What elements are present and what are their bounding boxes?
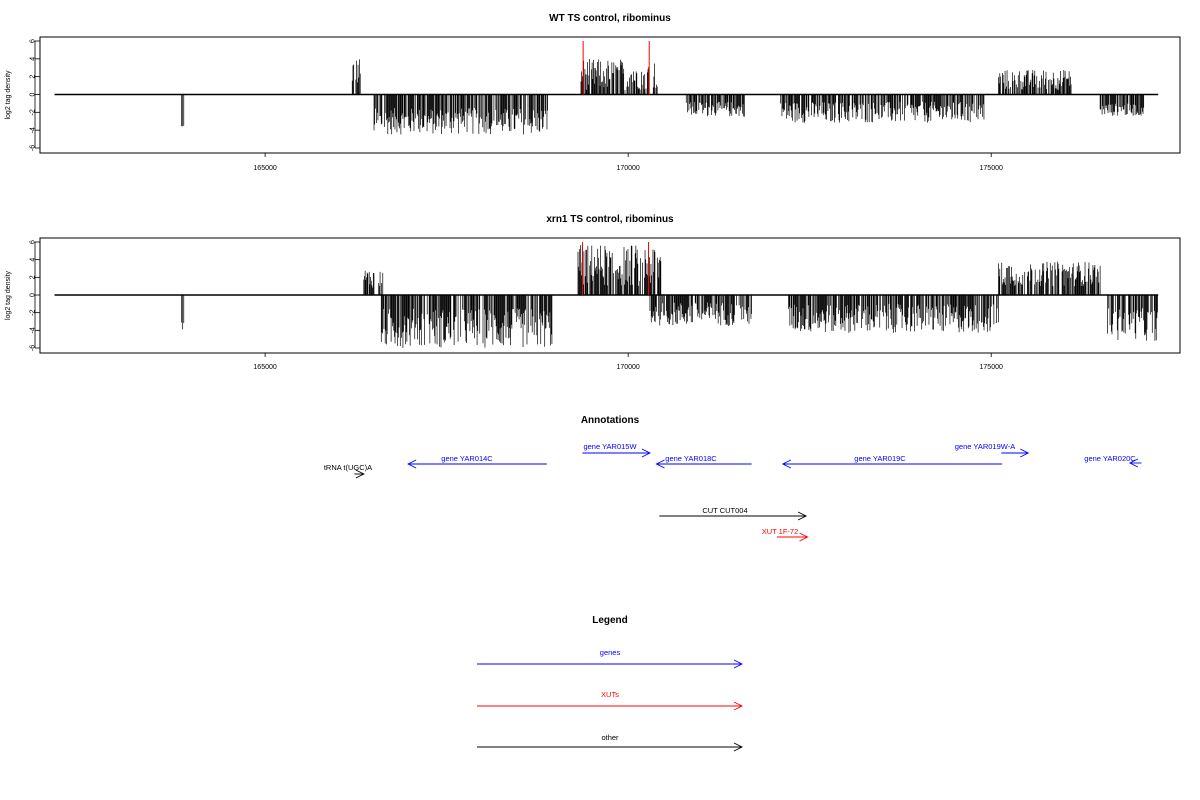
y-tick-label: 6 xyxy=(30,39,37,43)
feature-arrow-head xyxy=(355,469,365,479)
feature-label: gene YAR014C xyxy=(441,454,493,463)
y-tick-label: 4 xyxy=(30,57,37,61)
feature-label: CUT CUT004 xyxy=(702,506,747,515)
legend-label: XUTs xyxy=(601,690,619,699)
panel-wt-ts-control: WT TS control, ribominus log2 tag density… xyxy=(5,13,1181,172)
legend-arrow-head xyxy=(733,659,744,669)
y-tick-label: 0 xyxy=(30,293,37,297)
feature-arrow-head xyxy=(641,448,651,458)
y-tick-label: 2 xyxy=(30,75,37,79)
y-tick-label: 4 xyxy=(30,258,37,262)
feature-label: XUT 1F-72 xyxy=(762,527,799,536)
x-tick-label: 175000 xyxy=(980,165,1003,172)
annotations-panel: Annotations gene YAR014C tRNA t(UGC)A gene … xyxy=(324,415,1142,542)
x-tick-label: 165000 xyxy=(253,364,276,371)
feature-label: gene YAR015W xyxy=(583,442,637,451)
x-tick-label: 170000 xyxy=(616,165,639,172)
y-axis-label: log2 tag density xyxy=(5,70,12,120)
y-tick-label: 0 xyxy=(30,92,37,96)
chart-title: xrn1 TS control, ribominus xyxy=(546,214,674,225)
feature-arrow-head xyxy=(1128,458,1139,468)
y-tick-label: -2 xyxy=(30,109,37,115)
y-tick-label: -2 xyxy=(30,309,37,315)
annotations-title: Annotations xyxy=(581,415,640,426)
y-tick-label: -6 xyxy=(30,145,37,151)
y-tick-label: 6 xyxy=(30,240,37,244)
feature-arrow-head xyxy=(407,459,417,469)
x-tick-label: 175000 xyxy=(980,364,1003,371)
x-tick-label: 165000 xyxy=(253,165,276,172)
feature-arrow-head xyxy=(781,459,792,469)
y-tick-label: 2 xyxy=(30,275,37,279)
legend-title: Legend xyxy=(592,615,628,626)
chart-title: WT TS control, ribominus xyxy=(549,13,671,24)
y-tick-label: -4 xyxy=(30,127,37,133)
feature-arrow-head xyxy=(799,532,809,542)
legend-arrow-head xyxy=(733,742,744,752)
feature-label: tRNA t(UGC)A xyxy=(324,463,372,472)
panel-xrn1-ts-control: xrn1 TS control, ribominus log2 tag densi… xyxy=(5,214,1181,371)
legend-panel: Legend genes XUTs other xyxy=(477,615,744,752)
legend-arrow-head xyxy=(733,701,744,711)
y-tick-label: -6 xyxy=(30,345,37,351)
feature-label: gene YAR019W-A xyxy=(955,442,1015,451)
feature-label: gene YAR018C xyxy=(665,454,717,463)
legend-label: other xyxy=(601,733,619,742)
legend-label: genes xyxy=(600,648,621,657)
plot-frame xyxy=(39,36,1181,154)
y-tick-label: -4 xyxy=(30,327,37,333)
plot-frame xyxy=(39,237,1181,354)
feature-label: gene YAR019C xyxy=(854,454,906,463)
feature-label: gene YAR020C xyxy=(1084,454,1136,463)
feature-arrow-head xyxy=(655,459,665,469)
feature-arrow-head xyxy=(1020,448,1030,458)
feature-arrow-head xyxy=(797,511,808,521)
y-axis-label: log2 tag density xyxy=(5,270,12,320)
x-tick-label: 170000 xyxy=(616,364,639,371)
